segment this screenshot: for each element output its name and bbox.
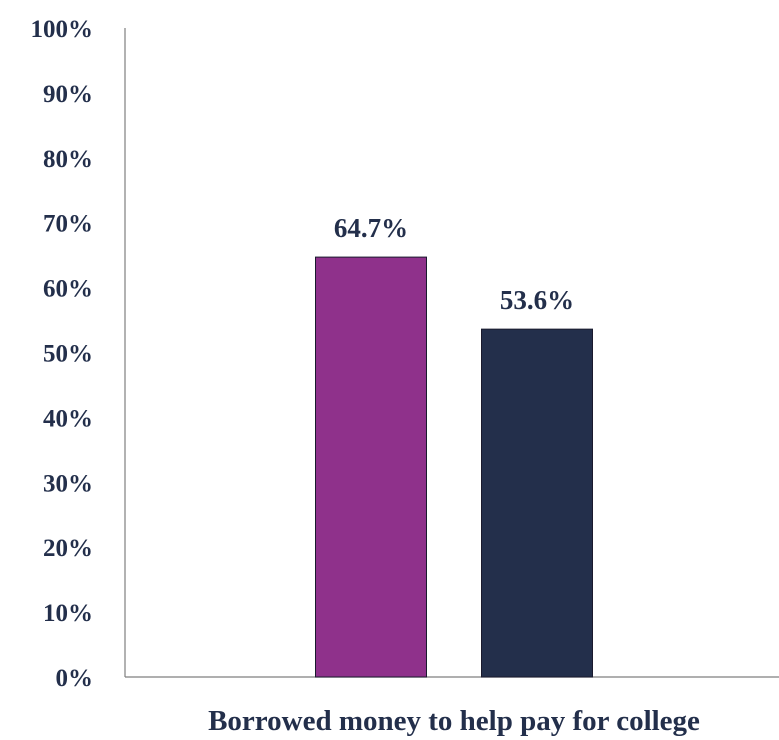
y-tick-label: 100%	[31, 16, 94, 43]
y-tick-label: 0%	[56, 665, 94, 692]
y-tick-label: 10%	[43, 600, 93, 627]
y-tick-label: 70%	[43, 211, 93, 238]
y-tick-label: 20%	[43, 535, 93, 562]
y-tick-label: 90%	[43, 81, 93, 108]
y-tick-label: 50%	[43, 341, 93, 368]
data-label-series-2: 53.6%	[500, 285, 574, 315]
y-tick-label: 60%	[43, 276, 93, 303]
y-axis-tick-labels: 0% 10% 20% 30% 40% 50% 60% 70% 80% 90% 100%	[31, 16, 94, 692]
x-category-label: Borrowed money to help pay for college	[208, 705, 700, 737]
bars	[315, 256, 593, 678]
y-tick-label: 80%	[43, 146, 93, 173]
bar-series-1	[315, 256, 427, 678]
y-tick-label: 30%	[43, 470, 93, 497]
data-label-series-1: 64.7%	[334, 213, 408, 243]
bar-series-2	[481, 328, 593, 678]
data-labels: 64.7% 53.6%	[334, 213, 574, 315]
y-tick-label: 40%	[43, 405, 93, 432]
